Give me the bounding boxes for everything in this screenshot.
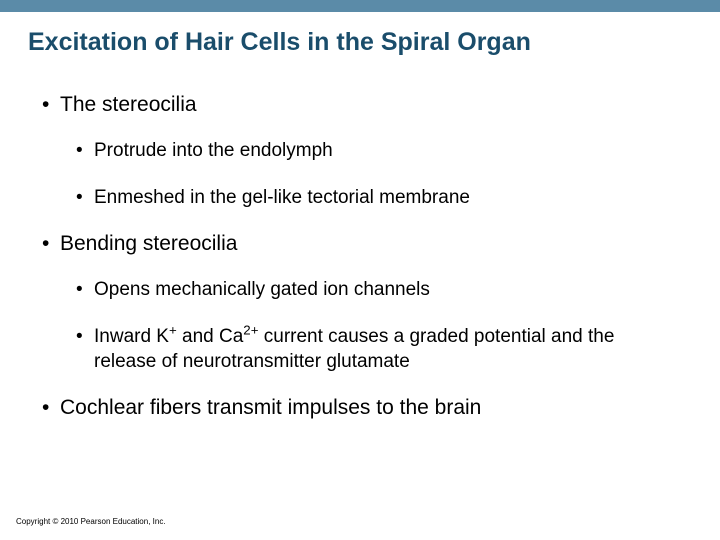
bullet-dot-icon: •: [74, 325, 94, 350]
bullet-level2: • Enmeshed in the gel-like tectorial mem…: [74, 186, 680, 211]
bullet-dot-icon: •: [74, 278, 94, 303]
bullet-text: Enmeshed in the gel-like tectorial membr…: [94, 186, 680, 211]
bullet-text: Cochlear fibers transmit impulses to the…: [60, 396, 680, 420]
bullet-level2: • Opens mechanically gated ion channels: [74, 278, 680, 303]
bullet-dot-icon: •: [40, 93, 60, 117]
bullet-level2: • Protrude into the endolymph: [74, 139, 680, 164]
bullet-text: Protrude into the endolymph: [94, 139, 680, 164]
bullet-group-2: • Bending stereocilia • Opens mechanical…: [40, 232, 680, 374]
bullet-level2: • Inward K+ and Ca2+ current causes a gr…: [74, 325, 680, 374]
bullet-group-3: • Cochlear fibers transmit impulses to t…: [40, 396, 680, 420]
slide-title: Excitation of Hair Cells in the Spiral O…: [0, 12, 720, 65]
copyright-text: Copyright © 2010 Pearson Education, Inc.: [16, 517, 166, 526]
bullet-dot-icon: •: [74, 186, 94, 211]
bullet-text: Inward K+ and Ca2+ current causes a grad…: [94, 325, 680, 374]
bullet-text: The stereocilia: [60, 93, 680, 117]
bullet-level1: • The stereocilia: [40, 93, 680, 117]
bullet-level1: • Bending stereocilia: [40, 232, 680, 256]
bullet-text: Bending stereocilia: [60, 232, 680, 256]
text-fragment: Inward K: [94, 326, 169, 347]
superscript: 2+: [243, 323, 258, 338]
bullet-group-1: • The stereocilia • Protrude into the en…: [40, 93, 680, 210]
bullet-level1: • Cochlear fibers transmit impulses to t…: [40, 396, 680, 420]
bullet-dot-icon: •: [40, 232, 60, 256]
bullet-text: Opens mechanically gated ion channels: [94, 278, 680, 303]
slide-body: • The stereocilia • Protrude into the en…: [0, 65, 720, 420]
bullet-dot-icon: •: [74, 139, 94, 164]
superscript: +: [169, 323, 177, 338]
text-fragment: and Ca: [177, 326, 244, 347]
header-accent-bar: [0, 0, 720, 12]
bullet-dot-icon: •: [40, 396, 60, 420]
